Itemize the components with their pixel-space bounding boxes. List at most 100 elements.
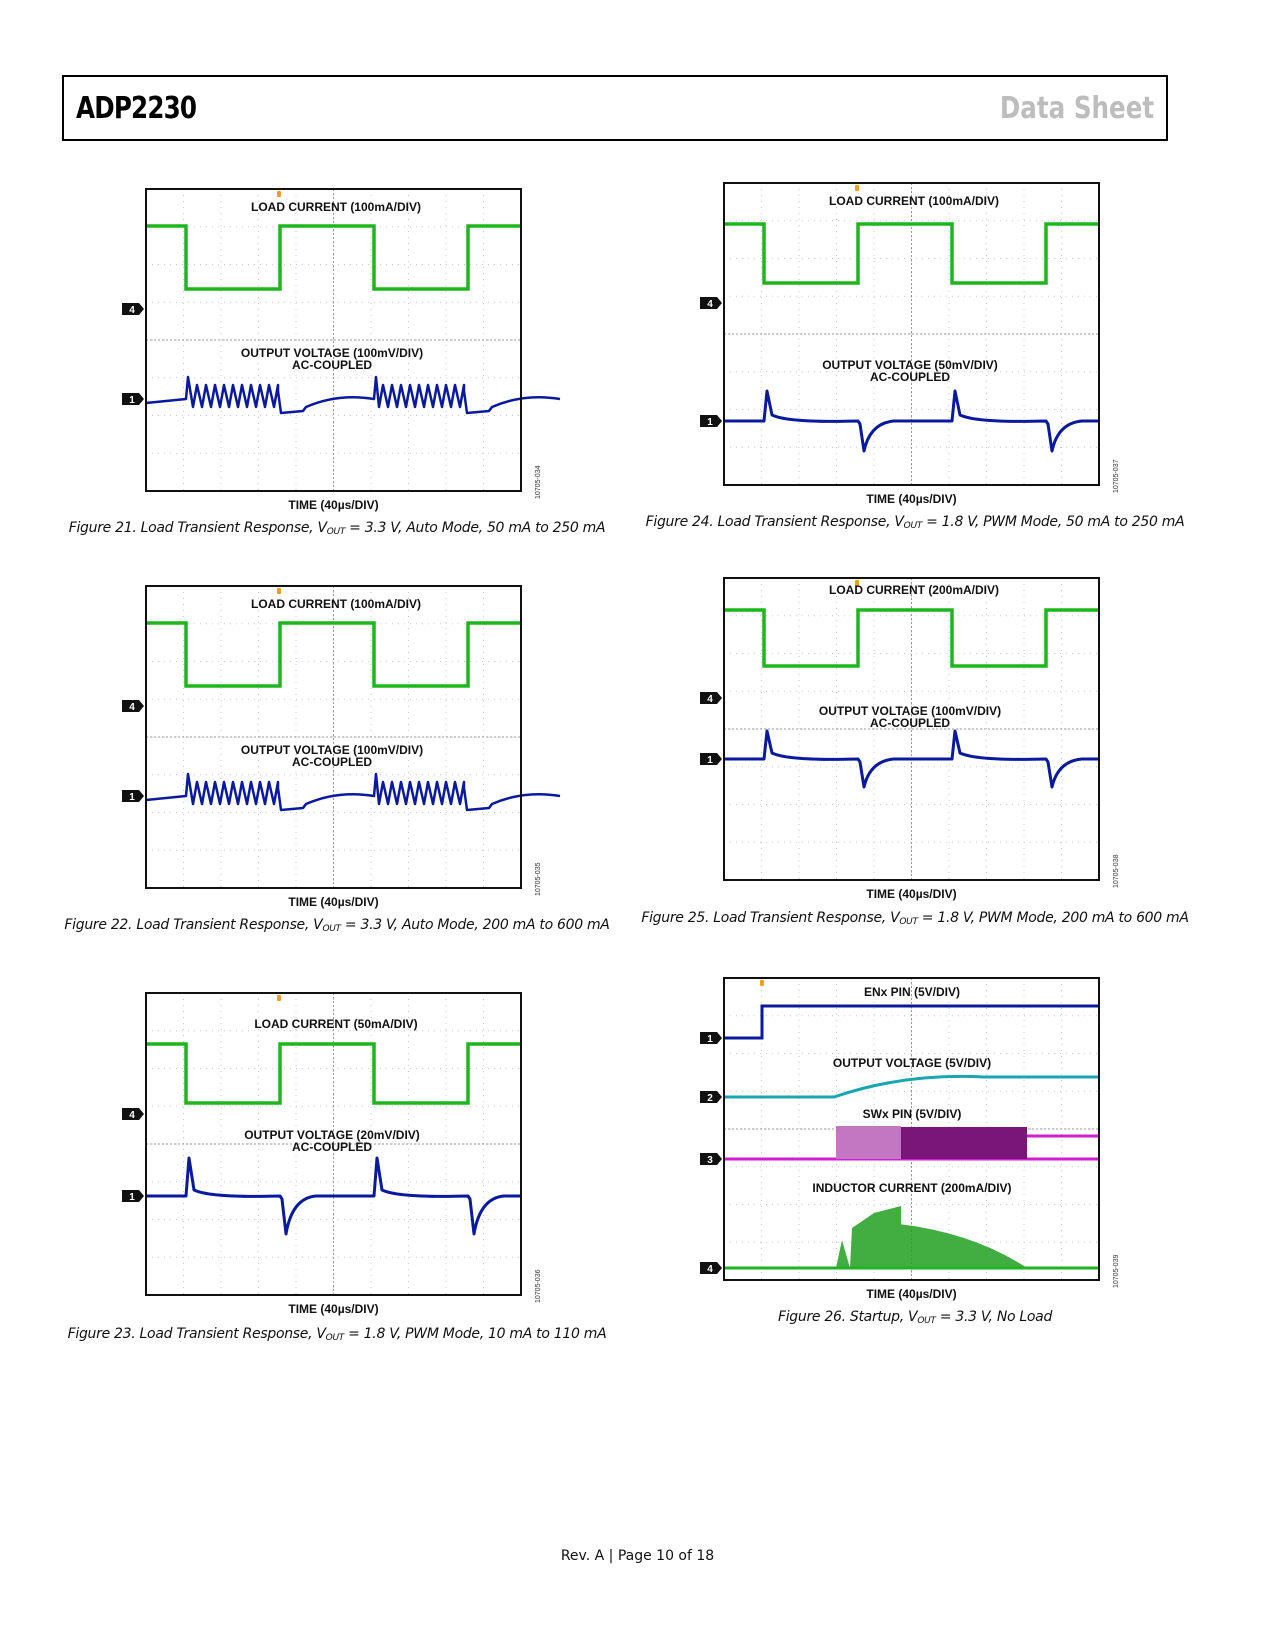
channel-marker-4: 4 (122, 700, 144, 713)
scope-grid (724, 183, 1099, 485)
scope-plot: LOAD CURRENT (100mA/DIV) OUTPUT VOLTAGE (… (122, 188, 561, 512)
scope-plot: LOAD CURRENT (100mA/DIV) OUTPUT VOLTAGE (… (700, 182, 1120, 506)
channel-marker-4: 4 (700, 297, 722, 310)
channel-marker-label: 3 (707, 1155, 713, 1166)
scope-plot: LOAD CURRENT (100mA/DIV) OUTPUT VOLTAGE (… (122, 585, 561, 909)
swx-burst-dark (901, 1127, 1027, 1159)
channel-marker-2: 2 (700, 1091, 722, 1104)
output-voltage-label: OUTPUT VOLTAGE (100mV/DIV) (241, 743, 423, 757)
ac-coupled-label: AC-COUPLED (292, 1140, 372, 1154)
channel-marker-label: 4 (129, 305, 135, 316)
load-current-label: LOAD CURRENT (50mA/DIV) (254, 1017, 417, 1031)
enx-pin-trace (724, 1004, 1099, 1040)
channel-marker-1: 1 (122, 1190, 144, 1203)
scope-plot: LOAD CURRENT (200mA/DIV) OUTPUT VOLTAGE (… (700, 577, 1120, 901)
channel-marker-label: 4 (707, 1264, 713, 1275)
scope-frame (145, 992, 522, 1296)
channel-marker-1: 1 (700, 1032, 722, 1045)
output-voltage-label: OUTPUT VOLTAGE (5V/DIV) (833, 1056, 991, 1070)
load-current-trace (146, 224, 521, 291)
output-voltage-label: OUTPUT VOLTAGE (20mV/DIV) (244, 1128, 420, 1142)
channel-marker-label: 4 (129, 702, 135, 713)
caption-figure-26: Figure 26. Startup, VOUT = 3.3 V, No Loa… (777, 1309, 1053, 1326)
caption-figure-25: Figure 25. Load Transient Response, VOUT… (641, 910, 1189, 927)
channel-marker-4: 4 (122, 303, 144, 316)
time-axis-label: TIME (40µs/DIV) (288, 498, 378, 512)
channel-marker-label: 4 (707, 694, 713, 705)
channel-marker-4: 4 (700, 692, 722, 705)
ac-coupled-label: AC-COUPLED (292, 358, 372, 372)
channel-marker-label: 1 (129, 1192, 135, 1203)
output-voltage-trace (724, 729, 1099, 789)
scope-frame (145, 585, 522, 889)
swx-burst-light (836, 1126, 901, 1159)
scope-frame (723, 977, 1100, 1281)
time-axis-label: TIME (40µs/DIV) (288, 895, 378, 909)
output-voltage-label: OUTPUT VOLTAGE (50mV/DIV) (822, 358, 998, 372)
scope-plot: LOAD CURRENT (50mA/DIV) OUTPUT VOLTAGE (2… (122, 992, 542, 1316)
doc-type: Data Sheet (999, 91, 1154, 126)
figure-code: 10705-034 (535, 465, 542, 499)
channel-marker-label: 1 (707, 417, 713, 428)
trigger-marker-icon (760, 980, 764, 986)
channel-marker-label: 1 (129, 792, 135, 803)
load-current-trace (724, 222, 1099, 285)
output-voltage-trace (145, 375, 561, 415)
channel-marker-4: 4 (700, 1262, 722, 1275)
figure-code: 10705-036 (535, 1269, 542, 1303)
channel-marker-1: 1 (700, 753, 722, 766)
output-voltage-trace (724, 1074, 1099, 1099)
inductor-current-label: INDUCTOR CURRENT (200mA/DIV) (812, 1181, 1011, 1195)
figure-code: 10705-039 (1113, 1254, 1120, 1288)
time-axis-label: TIME (40µs/DIV) (866, 1287, 956, 1301)
channel-marker-label: 1 (707, 755, 713, 766)
output-voltage-label: OUTPUT VOLTAGE (100mV/DIV) (241, 346, 423, 360)
scope-frame (145, 188, 522, 492)
figure-code: 10705-035 (535, 862, 542, 896)
figure-code: 10705-038 (1113, 854, 1120, 888)
caption-figure-24: Figure 24. Load Transient Response, VOUT… (645, 514, 1185, 531)
load-current-label: LOAD CURRENT (100mA/DIV) (829, 194, 999, 208)
caption-figure-23: Figure 23. Load Transient Response, VOUT… (67, 1326, 607, 1343)
page-header: ADP2230 Data Sheet (62, 75, 1168, 141)
caption-figure-22: Figure 22. Load Transient Response, VOUT… (64, 917, 610, 934)
time-axis-label: TIME (40µs/DIV) (288, 1302, 378, 1316)
output-voltage-trace (724, 389, 1099, 453)
ac-coupled-label: AC-COUPLED (292, 755, 372, 769)
channel-marker-label: 1 (707, 1034, 713, 1045)
trigger-marker-icon (855, 580, 859, 586)
inductor-current-envelope (724, 1206, 1099, 1268)
trigger-marker-icon (277, 588, 281, 594)
trigger-marker-icon (277, 995, 281, 1001)
scope-frame (723, 182, 1100, 486)
ac-coupled-label: AC-COUPLED (870, 370, 950, 384)
time-axis-label: TIME (40µs/DIV) (866, 887, 956, 901)
scope-grid (146, 586, 521, 888)
output-voltage-trace (146, 1156, 521, 1236)
load-current-trace (724, 608, 1099, 668)
channel-marker-3: 3 (700, 1153, 722, 1166)
channel-marker-1: 1 (700, 415, 722, 428)
channel-marker-label: 1 (129, 395, 135, 406)
scope-grid (146, 993, 521, 1295)
load-current-label: LOAD CURRENT (200mA/DIV) (829, 583, 999, 597)
trigger-marker-icon (277, 191, 281, 197)
swx-pin-label: SWx PIN (5V/DIV) (863, 1107, 962, 1121)
channel-marker-label: 4 (707, 299, 713, 310)
output-voltage-label: OUTPUT VOLTAGE (100mV/DIV) (819, 704, 1001, 718)
output-voltage-trace (145, 772, 561, 812)
load-current-trace (146, 1042, 521, 1105)
caption-figure-21: Figure 21. Load Transient Response, VOUT… (68, 520, 606, 537)
scope-frame (723, 577, 1100, 881)
enx-pin-label: ENx PIN (5V/DIV) (864, 985, 960, 999)
load-current-label: LOAD CURRENT (100mA/DIV) (251, 200, 421, 214)
scope-plot: ENx PIN (5V/DIV) OUTPUT VOLTAGE (5V/DIV) S… (700, 977, 1120, 1301)
ac-coupled-label: AC-COUPLED (870, 716, 950, 730)
part-number: ADP2230 (76, 91, 197, 126)
load-current-trace (146, 621, 521, 688)
channel-marker-1: 1 (122, 790, 144, 803)
time-axis-label: TIME (40µs/DIV) (866, 492, 956, 506)
scope-grid (146, 189, 521, 491)
load-current-label: LOAD CURRENT (100mA/DIV) (251, 597, 421, 611)
channel-marker-1: 1 (122, 393, 144, 406)
